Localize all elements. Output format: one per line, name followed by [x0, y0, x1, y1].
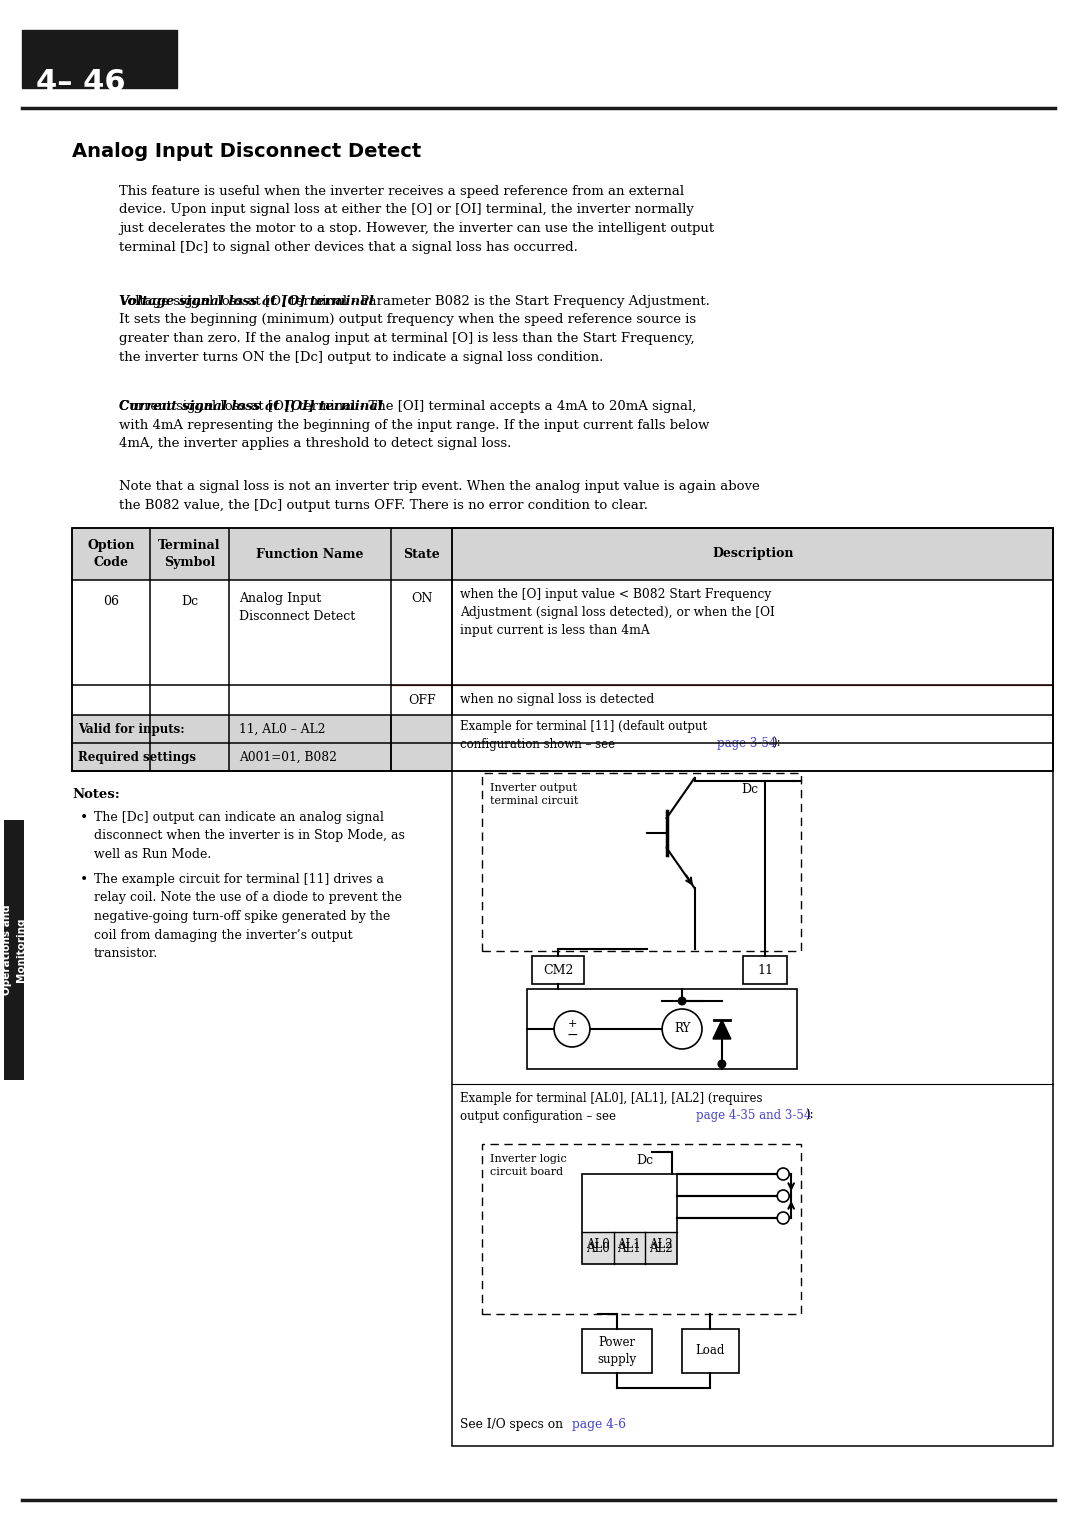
Text: Required settings: Required settings [78, 750, 195, 764]
Text: Dc: Dc [741, 782, 758, 796]
Text: page 4-6: page 4-6 [572, 1417, 626, 1431]
Text: +: + [567, 1019, 577, 1029]
Text: Inverter logic
circuit board: Inverter logic circuit board [490, 1154, 567, 1177]
Text: Operations and
Monitoring: Operations and Monitoring [2, 905, 26, 996]
Text: See I/O specs on: See I/O specs on [460, 1417, 567, 1431]
Bar [72, 528, 1053, 580]
Text: Analog Input Disconnect Detect: Analog Input Disconnect Detect [72, 143, 421, 161]
Text: Dc: Dc [181, 595, 198, 607]
Text: Function Name: Function Name [256, 548, 364, 560]
Bar [23, 31, 176, 87]
Text: Option
Code: Option Code [87, 538, 135, 569]
Text: State: State [403, 548, 440, 560]
Text: •: • [80, 811, 89, 825]
Bar [4, 821, 24, 1080]
Text: Load: Load [696, 1344, 725, 1358]
Bar [743, 956, 787, 983]
Bar [453, 528, 1053, 1447]
Text: 11: 11 [757, 963, 773, 977]
Bar [527, 989, 797, 1069]
Circle shape [677, 997, 687, 1005]
Circle shape [778, 1167, 789, 1180]
Text: page 4-35 and 3-54: page 4-35 and 3-54 [696, 1109, 811, 1121]
Text: Example for terminal [11] (default output
configuration shown – see: Example for terminal [11] (default outpu… [460, 719, 707, 752]
Bar [72, 528, 1053, 772]
Bar [483, 773, 801, 951]
Bar [483, 1144, 801, 1315]
Text: Inverter output
terminal circuit: Inverter output terminal circuit [490, 782, 579, 807]
Bar [72, 715, 453, 742]
Text: Voltage signal loss at [O] terminal - Parameter B082 is the Start Frequency Adju: Voltage signal loss at [O] terminal - Pa… [119, 295, 710, 364]
Text: ):: ): [772, 736, 781, 750]
Text: CM2: CM2 [543, 963, 573, 977]
Text: Note that a signal loss is not an inverter trip event. When the analog input val: Note that a signal loss is not an invert… [119, 480, 759, 511]
Text: Terminal
Symbol: Terminal Symbol [159, 538, 220, 569]
Bar [72, 528, 1053, 772]
Text: 06: 06 [103, 595, 119, 607]
Text: AL0: AL0 [585, 1238, 609, 1250]
Text: 4– 46: 4– 46 [36, 67, 125, 97]
Text: Power
supply: Power supply [597, 1336, 636, 1365]
Bar [582, 1232, 676, 1264]
Text: when the [O] input value < B082 Start Frequency
Adjustment (signal loss detected: when the [O] input value < B082 Start Fr… [460, 588, 775, 637]
Circle shape [778, 1212, 789, 1224]
Text: Description: Description [712, 548, 794, 560]
Bar [532, 956, 584, 983]
Text: −: − [566, 1028, 578, 1042]
Text: AL1: AL1 [618, 1241, 642, 1255]
Text: This feature is useful when the inverter receives a speed reference from an exte: This feature is useful when the inverter… [119, 186, 714, 253]
Text: Dc: Dc [637, 1154, 653, 1167]
Circle shape [717, 1060, 727, 1069]
Polygon shape [713, 1020, 731, 1039]
Text: Valid for inputs:: Valid for inputs: [78, 723, 185, 735]
Text: page 3-54: page 3-54 [717, 736, 777, 750]
Text: AL0: AL0 [585, 1241, 609, 1255]
Bar [72, 742, 453, 772]
Text: OFF: OFF [408, 693, 435, 707]
Text: Current signal loss at [OI] terminal - The [OI] terminal accepts a 4mA to 20mA s: Current signal loss at [OI] terminal - T… [119, 400, 710, 449]
Text: AL2: AL2 [649, 1241, 673, 1255]
Text: RY: RY [674, 1023, 690, 1035]
Circle shape [778, 1190, 789, 1203]
Circle shape [554, 1011, 590, 1048]
Text: AL1: AL1 [618, 1238, 642, 1250]
Text: The example circuit for terminal [11] drives a
relay coil. Note the use of a dio: The example circuit for terminal [11] dr… [94, 873, 402, 960]
Text: 11, AL0 – AL2: 11, AL0 – AL2 [240, 723, 326, 735]
Text: Example for terminal [AL0], [AL1], [AL2] (requires
output configuration – see: Example for terminal [AL0], [AL1], [AL2]… [460, 1092, 762, 1123]
Text: •: • [80, 873, 89, 887]
Text: Notes:: Notes: [72, 788, 120, 801]
Text: A001=01, B082: A001=01, B082 [240, 750, 337, 764]
Bar [582, 1328, 651, 1373]
Circle shape [662, 1009, 702, 1049]
Text: Analog Input
Disconnect Detect: Analog Input Disconnect Detect [240, 592, 355, 623]
Bar [582, 1174, 676, 1264]
Text: The [Dc] output can indicate an analog signal
disconnect when the inverter is in: The [Dc] output can indicate an analog s… [94, 811, 405, 861]
Text: Voltage signal loss at [O] terminal: Voltage signal loss at [O] terminal [119, 295, 374, 308]
Text: AL2: AL2 [649, 1238, 673, 1250]
Text: Current signal loss at [OI] terminal: Current signal loss at [OI] terminal [119, 400, 382, 413]
Text: ON: ON [410, 592, 432, 604]
Text: when no signal loss is detected: when no signal loss is detected [460, 693, 654, 707]
Bar [681, 1328, 740, 1373]
Text: ):: ): [805, 1109, 813, 1121]
